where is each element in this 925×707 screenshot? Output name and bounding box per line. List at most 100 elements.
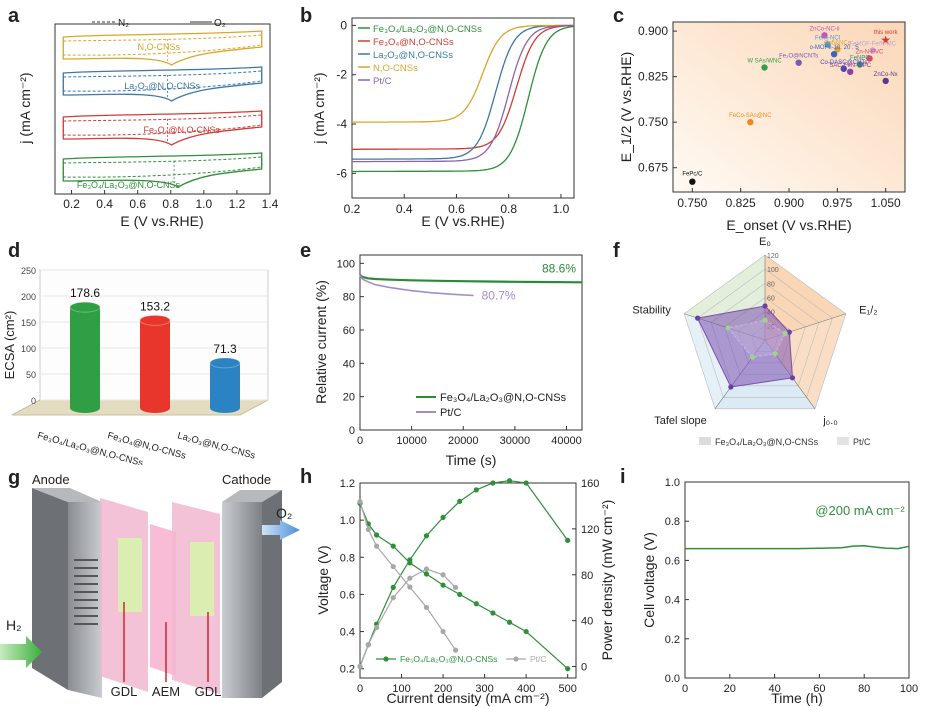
scatter-point: [689, 178, 696, 185]
cathode-label: Cathode: [222, 472, 271, 487]
legend-entry: Fe₃O₄/La₂O₃@N,O-CNSs: [373, 24, 482, 35]
x-tick-label: 0.6: [448, 202, 465, 216]
scatter-point: [795, 59, 802, 66]
scatter-point-label: FePc/C: [682, 172, 703, 178]
x-tick-label: 0: [357, 435, 363, 447]
y-tick-label: 1.0: [340, 515, 355, 527]
radar-tick-label: 60: [767, 296, 775, 303]
aem-membrane: [150, 524, 176, 676]
y-tick-label: 0.4: [340, 627, 355, 639]
bar-base: [210, 403, 240, 413]
x-tick-label: 80: [858, 683, 870, 695]
anode-label: Anode: [32, 472, 70, 487]
scatter-point: [821, 32, 828, 39]
y-tick-label: 0.0: [665, 673, 680, 685]
x-tick-label: 0.750: [677, 196, 707, 210]
x-tick-label: 1.0: [553, 202, 570, 216]
x-tick-label: 1.4: [262, 197, 279, 211]
panel-i-axes: 0 20 40 60 80 100 0.0 0.2 0.4 0.6 0.8 1.0: [665, 477, 918, 695]
flow-channels: [74, 559, 98, 625]
x-tick-label: 0.900: [774, 196, 804, 210]
y2-tick-label: 80: [581, 570, 593, 582]
y2-tick-label: 120: [581, 524, 599, 536]
scatter-point-label: ZnCo-NC-ii: [809, 26, 839, 32]
voltage-point: [473, 601, 479, 607]
panel-e: e 0 10000 20000 30000 40000 0 20 40 60 80 100 88.6…: [300, 240, 583, 468]
power-point: [357, 663, 363, 670]
cv-solid-curve: [62, 66, 263, 102]
legend-entry: La₂O₃@N,O-CNSs: [373, 50, 453, 61]
power-point: [390, 584, 396, 590]
panel-d-ylabel: ECSA (cm²): [2, 311, 17, 380]
radar-axis-label: Tafel slope: [654, 415, 707, 427]
panel-h-frame: [359, 482, 577, 679]
cv-solid-curve: [62, 30, 263, 66]
panel-a: a N₂ O₂ N,O-CNSs La₂O₃@N,O-CNSs Fe₃O₄@N,O-…: [8, 5, 279, 229]
cv-dashed-curve: [62, 114, 263, 136]
scatter-point: [747, 118, 754, 126]
cv-curve-label: Fe₃O₄@N,O-CNSs: [144, 125, 221, 135]
panel-i-annotation: @200 mA cm⁻²: [815, 503, 905, 518]
x-tick-label: 30000: [500, 435, 531, 447]
scatter-point-label: Co-DASC@CNTs: [820, 60, 867, 66]
cathode-plate-side: [262, 490, 282, 698]
voltage-point: [423, 571, 430, 577]
legend-entry: N,O-CNSs: [373, 63, 418, 74]
scatter-point: [830, 50, 838, 58]
legend-entry: Fe₃O₄/La₂O₃@N,O-CNSs: [400, 654, 497, 664]
radar-series: [696, 305, 794, 388]
power-point: [374, 624, 380, 631]
cv-curve-label: N,O-CNSs: [138, 42, 181, 52]
legend-marker: [383, 656, 389, 662]
power-point: [457, 498, 463, 504]
radar-tick-label: 120: [767, 253, 779, 260]
scatter-point: [856, 61, 864, 68]
voltage-point: [490, 610, 496, 616]
power-point: [523, 480, 529, 486]
x-tick-label: 0.8: [162, 197, 179, 211]
scatter-point: [869, 47, 876, 54]
legend-entry: Pt/C: [440, 407, 461, 419]
legend-swatch: [837, 437, 849, 445]
bar-cap: [139, 314, 171, 326]
gdl1-label: GDL: [111, 684, 138, 699]
panel-e-xlabel: Time (s): [446, 452, 497, 468]
panel-c-ylabel: E_1/2 (V vs.RHE): [618, 52, 634, 162]
scatter-point-label: this work: [874, 30, 899, 36]
scatter-point-label: FeCo-SAs@NC: [729, 113, 772, 119]
gdl-left-catalyst: [118, 538, 142, 612]
y-tick-label: -2: [336, 68, 347, 82]
stability-line: [359, 274, 474, 297]
legend-o2: O₂: [214, 18, 226, 29]
power-point: [423, 533, 430, 539]
y-tick-label: 80: [343, 292, 355, 304]
lsv-line: [352, 24, 574, 163]
stability-end-label: 80.7%: [482, 289, 516, 303]
power-point: [490, 480, 496, 486]
y-tick-label: 200: [21, 292, 36, 302]
x-tick-label: 100: [900, 683, 918, 695]
scatter-point-star: ★: [880, 33, 891, 47]
voltage-point: [523, 628, 529, 635]
panel-b-legend: Fe₃O₄/La₂O₃@N,O-CNSs Fe₃O₄@N,O-CNSs La₂O₃@…: [358, 24, 482, 87]
panel-e-legend: Fe₃O₄/La₂O₃@N,O-CNSs Pt/C: [416, 392, 567, 419]
cv-solid-curve: [62, 152, 263, 188]
y-tick-label: 0.2: [340, 664, 355, 676]
h2-arrow: [0, 636, 42, 668]
cv-dashed-curve: [62, 34, 263, 56]
power-point: [407, 557, 413, 563]
x-tick-label: 1.050: [871, 196, 901, 210]
stability-lines: 88.6% 80.7%: [359, 261, 583, 303]
radar-tick-label: 100: [767, 267, 779, 274]
panel-h-ylabel: Voltage (V): [315, 545, 331, 614]
x-tick-label: 20000: [448, 435, 479, 447]
bar: [70, 307, 100, 408]
y-tick-label: 0.675: [638, 161, 668, 175]
legend-entry: Pt/C: [853, 437, 871, 447]
radar-axis-label: Stability: [632, 304, 671, 316]
legend-entry: Pt/C: [373, 76, 392, 87]
x-tick-label: 0.825: [726, 196, 756, 210]
panel-b-frame: [351, 17, 575, 199]
cathode-plate: [222, 502, 262, 698]
